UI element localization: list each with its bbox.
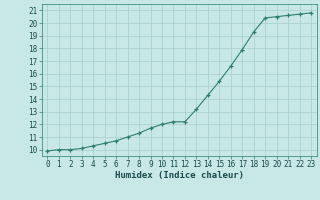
X-axis label: Humidex (Indice chaleur): Humidex (Indice chaleur) — [115, 171, 244, 180]
